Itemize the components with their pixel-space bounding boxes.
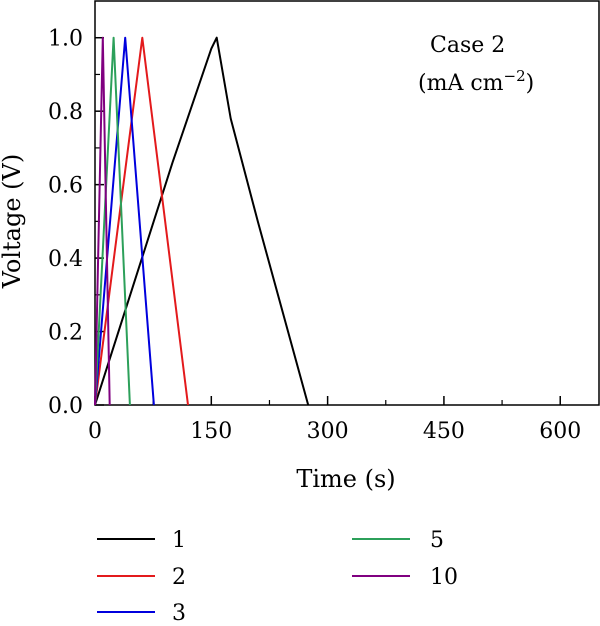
plot-area bbox=[94, 0, 600, 406]
x-tick-label: 450 bbox=[423, 419, 465, 444]
series-line-1 bbox=[94, 36, 310, 406]
series-line-3 bbox=[94, 36, 155, 406]
y-tick-label: 0.8 bbox=[48, 100, 83, 125]
y-tick-label: 0.4 bbox=[48, 247, 83, 272]
y-tick-label: 1.0 bbox=[48, 27, 83, 52]
legend: 1 2 3 5 10 bbox=[97, 528, 458, 626]
series-lines bbox=[94, 36, 310, 406]
legend-label-3: 3 bbox=[172, 601, 186, 626]
y-tick-label: 0.0 bbox=[48, 394, 83, 419]
tick-labels: 0 150 300 450 600 0.0 0.2 0.4 0.6 0.8 1.0 bbox=[48, 27, 581, 444]
y-tick-label: 0.6 bbox=[48, 174, 83, 199]
y-tick-label: 0.2 bbox=[48, 321, 83, 346]
x-tick-label: 300 bbox=[307, 419, 349, 444]
x-tick-label: 150 bbox=[190, 419, 232, 444]
annotation-case: Case 2 bbox=[430, 33, 505, 58]
x-tick-label: 600 bbox=[539, 419, 581, 444]
annotation-units-prefix: (mA cm bbox=[418, 71, 504, 96]
legend-label-5: 5 bbox=[430, 528, 444, 553]
legend-label-1: 1 bbox=[172, 528, 186, 553]
plot-frame bbox=[94, 0, 600, 406]
series-line-5 bbox=[94, 36, 131, 406]
series-line-2 bbox=[94, 36, 189, 406]
x-tick-label: 0 bbox=[88, 419, 102, 444]
annotation-units-superscript: −2 bbox=[504, 67, 526, 85]
legend-label-10: 10 bbox=[430, 565, 458, 590]
legend-label-2: 2 bbox=[172, 565, 186, 590]
x-axis-title: Time (s) bbox=[296, 465, 395, 493]
y-axis-title: Voltage (V) bbox=[0, 154, 26, 289]
annotation-units: (mA cm−2) bbox=[418, 67, 534, 96]
series-line-10 bbox=[94, 36, 111, 406]
annotation-units-suffix: ) bbox=[526, 71, 535, 96]
